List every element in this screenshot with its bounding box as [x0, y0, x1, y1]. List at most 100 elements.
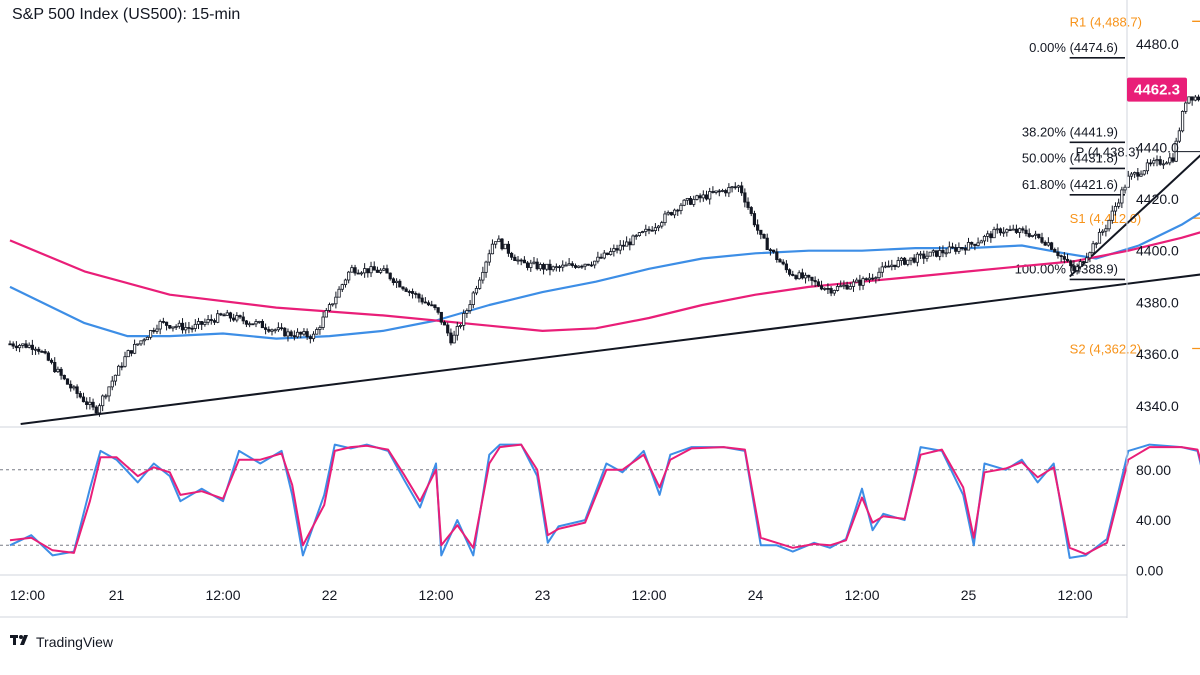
- candle-body: [359, 272, 364, 275]
- candle-body: [506, 243, 511, 254]
- price-axis[interactable]: 4480.04460.04440.04420.04400.04380.04360…: [0, 0, 1187, 618]
- candle-body: [426, 302, 431, 306]
- pivot-level-label: R1 (4,488.7): [1070, 14, 1142, 29]
- candle-body: [564, 264, 568, 267]
- candle-body: [695, 195, 699, 200]
- candle-body: [893, 264, 897, 268]
- candle-body: [625, 241, 629, 247]
- candle-body: [1107, 219, 1111, 230]
- candle-body: [989, 233, 993, 239]
- candle-body: [490, 243, 495, 255]
- candle-body: [899, 257, 904, 261]
- candle-body: [637, 232, 642, 236]
- candle-body: [861, 278, 865, 286]
- candle-body: [641, 231, 645, 233]
- price-tick-label: 4340.0: [1136, 398, 1179, 414]
- candle-body: [503, 243, 507, 250]
- candle-body: [30, 344, 34, 350]
- candle-body: [228, 312, 233, 319]
- candle-body: [1129, 173, 1134, 177]
- brand-name: TradingView: [36, 633, 114, 650]
- candle-body: [1139, 173, 1143, 177]
- candle-body: [273, 329, 277, 332]
- candle-body: [302, 331, 306, 335]
- candle-body: [794, 275, 798, 280]
- candle-body: [1056, 251, 1060, 257]
- candle-body: [171, 326, 175, 329]
- candle-body: [781, 261, 785, 265]
- candle-body: [180, 322, 185, 331]
- candle-body: [216, 313, 220, 323]
- candle-body: [241, 316, 245, 322]
- candle-body: [538, 264, 542, 270]
- candle-body: [398, 280, 402, 288]
- candle-body: [430, 304, 434, 307]
- candle-body: [765, 237, 769, 251]
- last-price-label: 4462.3: [1134, 82, 1180, 99]
- candle-body: [458, 325, 463, 327]
- candle-body: [436, 307, 440, 313]
- candle-body: [628, 241, 632, 246]
- candle-body: [439, 311, 443, 323]
- candle-body: [982, 235, 987, 242]
- oscillator-tick-label: 0.00: [1136, 562, 1163, 578]
- candle-body: [749, 207, 753, 214]
- candle-body: [1043, 241, 1047, 246]
- candle-body: [1097, 231, 1102, 244]
- candle-body: [733, 186, 737, 189]
- candle-body: [465, 310, 469, 314]
- fib-level-label: 38.20% (4441.9): [1022, 124, 1118, 139]
- time-tick-label: 12:00: [10, 587, 45, 603]
- candle-body: [350, 267, 354, 273]
- candle-body: [75, 386, 79, 394]
- candle-body: [541, 264, 546, 270]
- candle-body: [382, 268, 386, 271]
- candle-body: [487, 253, 491, 263]
- candle-body: [548, 263, 552, 271]
- candle-body: [446, 324, 450, 334]
- candle-body: [656, 225, 661, 229]
- candle-body: [775, 251, 779, 260]
- candle-body: [791, 273, 795, 276]
- candle-body: [1177, 130, 1181, 142]
- candle-body: [704, 194, 709, 200]
- candle-body: [279, 327, 284, 330]
- candle-body: [966, 241, 971, 251]
- time-axis[interactable]: 12:00 21 12:00 22 12:00 23 12:00 24 12:00 25 12:00: [0, 574, 1127, 618]
- branding[interactable]: TradingView: [10, 633, 113, 650]
- candle-body: [267, 329, 271, 332]
- candle-body: [235, 315, 239, 321]
- candle-body: [947, 246, 951, 254]
- candle-body: [941, 250, 945, 254]
- candle-body: [168, 325, 172, 329]
- candle-body: [979, 240, 983, 244]
- candle-body: [295, 331, 300, 338]
- candle-body: [1091, 243, 1095, 254]
- candle-body: [858, 279, 862, 286]
- candle-body: [462, 313, 466, 326]
- candle-body: [714, 190, 718, 193]
- candle-body: [375, 269, 380, 273]
- candle-body: [1110, 210, 1114, 221]
- candle-body: [308, 336, 312, 340]
- candle-body: [615, 248, 619, 251]
- candle-body: [337, 288, 341, 298]
- candle-body: [177, 322, 181, 327]
- candle-body: [1180, 110, 1185, 132]
- price-tick-label: 4400.0: [1136, 243, 1179, 259]
- candle-body: [752, 213, 757, 226]
- candle-body: [158, 321, 162, 330]
- candle-body: [1104, 228, 1108, 232]
- candle-body: [807, 274, 811, 278]
- candle-body: [896, 260, 900, 268]
- candle-body: [129, 350, 134, 354]
- candle-body: [248, 323, 252, 326]
- candle-body: [918, 253, 923, 256]
- candle-body: [206, 319, 210, 323]
- candle-body: [1021, 228, 1025, 231]
- candle-body: [730, 186, 734, 189]
- candle-body: [976, 242, 980, 246]
- candle-body: [139, 340, 143, 345]
- candle-body: [420, 297, 424, 303]
